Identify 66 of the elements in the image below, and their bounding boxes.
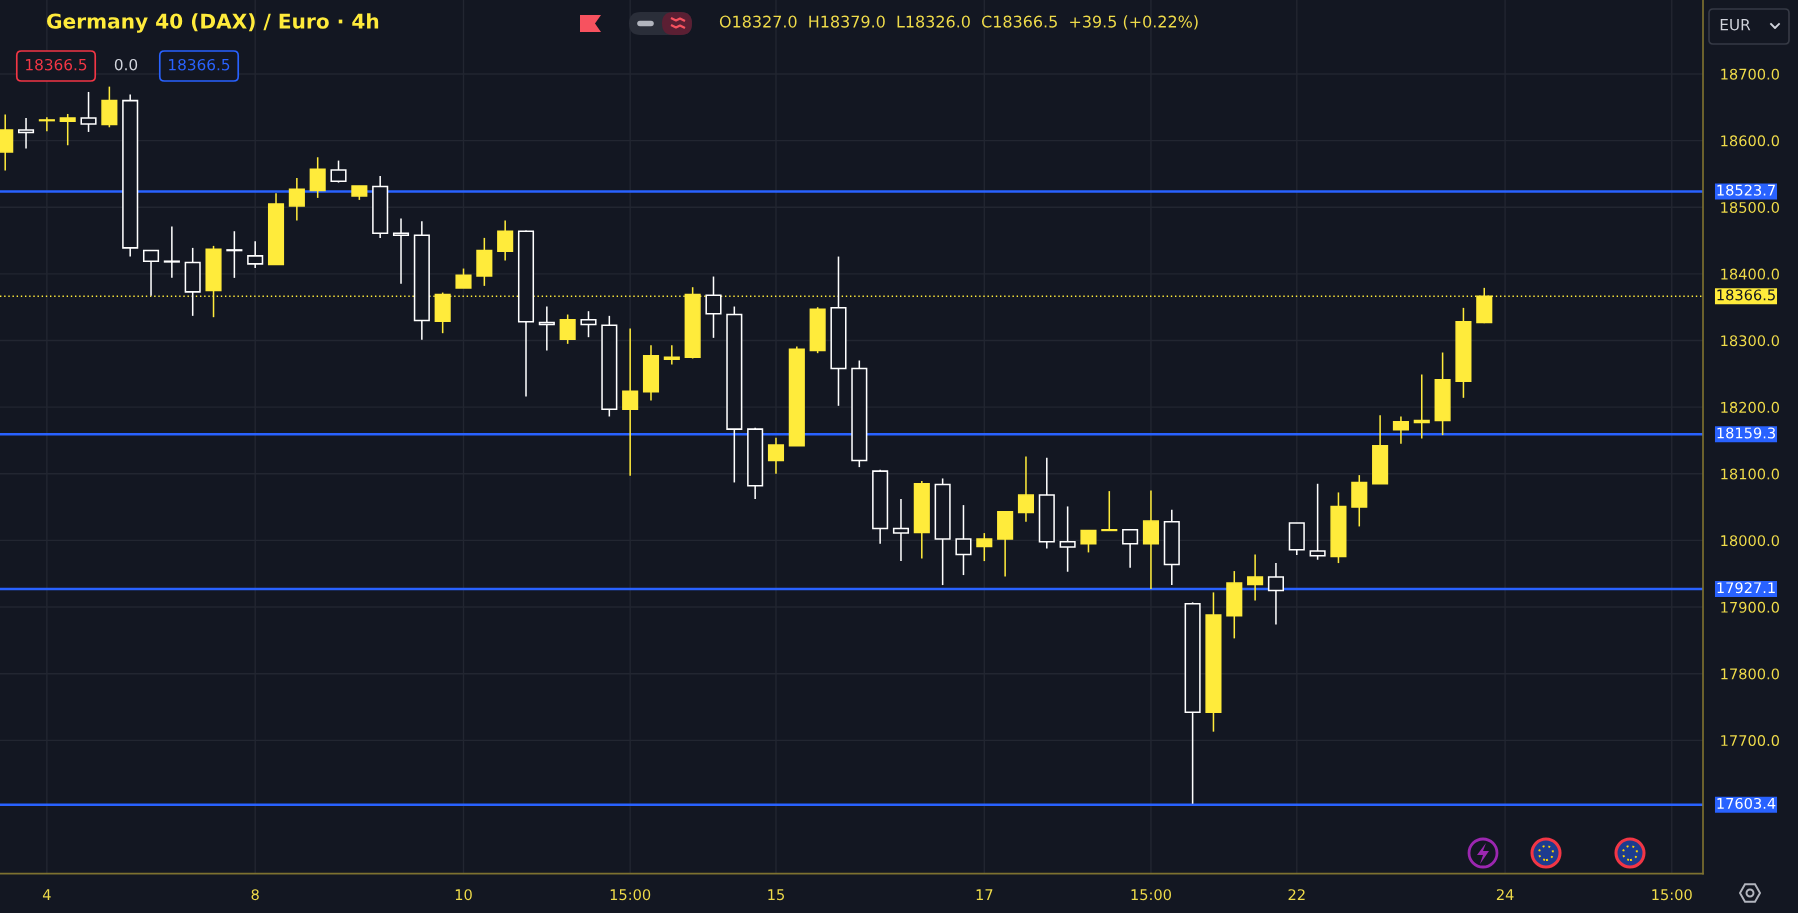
x-tick-label: 15:00 bbox=[1652, 889, 1692, 901]
annotation: O18327.0 H18379.0 L18326.0 C18366.5 +39.5 (+0.22%) bbox=[719, 15, 1198, 30]
annotation: 18366.5 bbox=[169, 58, 230, 71]
candlestick bbox=[767, 437, 785, 475]
x-tick-label: 15:00 bbox=[1131, 889, 1171, 901]
ref-line-label: 18366.5 bbox=[1717, 289, 1775, 301]
y-tick-label: 18300.0 bbox=[1721, 335, 1779, 347]
candlestick bbox=[1392, 415, 1409, 445]
candlestick bbox=[330, 159, 347, 184]
candlestick bbox=[497, 219, 514, 262]
candlestick bbox=[38, 116, 55, 133]
candlestick bbox=[163, 225, 180, 279]
ref-line-label: 17603.4 bbox=[1717, 797, 1776, 809]
candlestick bbox=[101, 85, 118, 129]
ref-line-label: 17927.1 bbox=[1717, 582, 1775, 594]
annotation: 0.0 bbox=[114, 58, 138, 71]
candlestick bbox=[1059, 505, 1076, 573]
candlestick bbox=[955, 504, 972, 576]
candlestick bbox=[1309, 483, 1326, 561]
y-tick-label: 18100.0 bbox=[1721, 468, 1779, 480]
y-tick-label: 18200.0 bbox=[1721, 401, 1779, 413]
candlestick bbox=[1247, 553, 1264, 602]
candlestick bbox=[705, 275, 722, 339]
candlestick bbox=[288, 177, 305, 222]
y-tick-label: 18600.0 bbox=[1721, 135, 1779, 147]
y-tick-label: 17900.0 bbox=[1721, 601, 1779, 613]
candlestick bbox=[1142, 489, 1160, 590]
x-tick-label: 17 bbox=[976, 889, 993, 900]
candlestick bbox=[1267, 562, 1285, 626]
y-tick-label: 18500.0 bbox=[1721, 201, 1779, 213]
y-tick-label: 17800.0 bbox=[1721, 668, 1779, 680]
candlestick bbox=[455, 267, 472, 289]
candlestick bbox=[622, 327, 639, 477]
x-tick-label: 24 bbox=[1496, 889, 1514, 900]
candlestick bbox=[1017, 455, 1035, 523]
y-tick-label: 18700.0 bbox=[1721, 68, 1779, 80]
text: EUR bbox=[1720, 19, 1751, 31]
candlestick bbox=[1080, 529, 1097, 554]
y-tick-label: 18400.0 bbox=[1721, 268, 1779, 280]
candlestick bbox=[559, 313, 576, 345]
x-tick-label: 22 bbox=[1288, 889, 1305, 900]
candlestick bbox=[247, 240, 264, 269]
candlestick bbox=[59, 113, 76, 147]
ref-line-label: 18159.3 bbox=[1717, 427, 1775, 439]
candlestick bbox=[1101, 490, 1118, 532]
candlestick bbox=[892, 498, 910, 562]
candlestick bbox=[309, 156, 326, 199]
y-tick-label: 18000.0 bbox=[1721, 535, 1779, 547]
x-tick-label: 15:00 bbox=[610, 889, 651, 901]
x-tick-label: 10 bbox=[455, 889, 472, 901]
candlestick bbox=[1122, 528, 1139, 569]
candlestick bbox=[663, 344, 680, 366]
text: Germany 40 (DAX) / Euro · 4h bbox=[47, 13, 379, 33]
candlestick bbox=[80, 91, 97, 133]
candlestick bbox=[392, 217, 410, 285]
candlestick bbox=[580, 310, 597, 338]
annotation: 18366.5 bbox=[26, 58, 87, 71]
candlestick bbox=[226, 230, 243, 279]
candlestick bbox=[17, 117, 35, 150]
x-tick-label: 15 bbox=[768, 889, 784, 901]
candlestick bbox=[142, 249, 160, 297]
candlestick bbox=[976, 532, 993, 562]
ref-line-label: 18523.7 bbox=[1717, 184, 1775, 196]
x-tick-label: 8 bbox=[251, 889, 259, 901]
x-tick-label: 4 bbox=[42, 889, 51, 900]
y-tick-label: 17700.0 bbox=[1721, 735, 1779, 747]
